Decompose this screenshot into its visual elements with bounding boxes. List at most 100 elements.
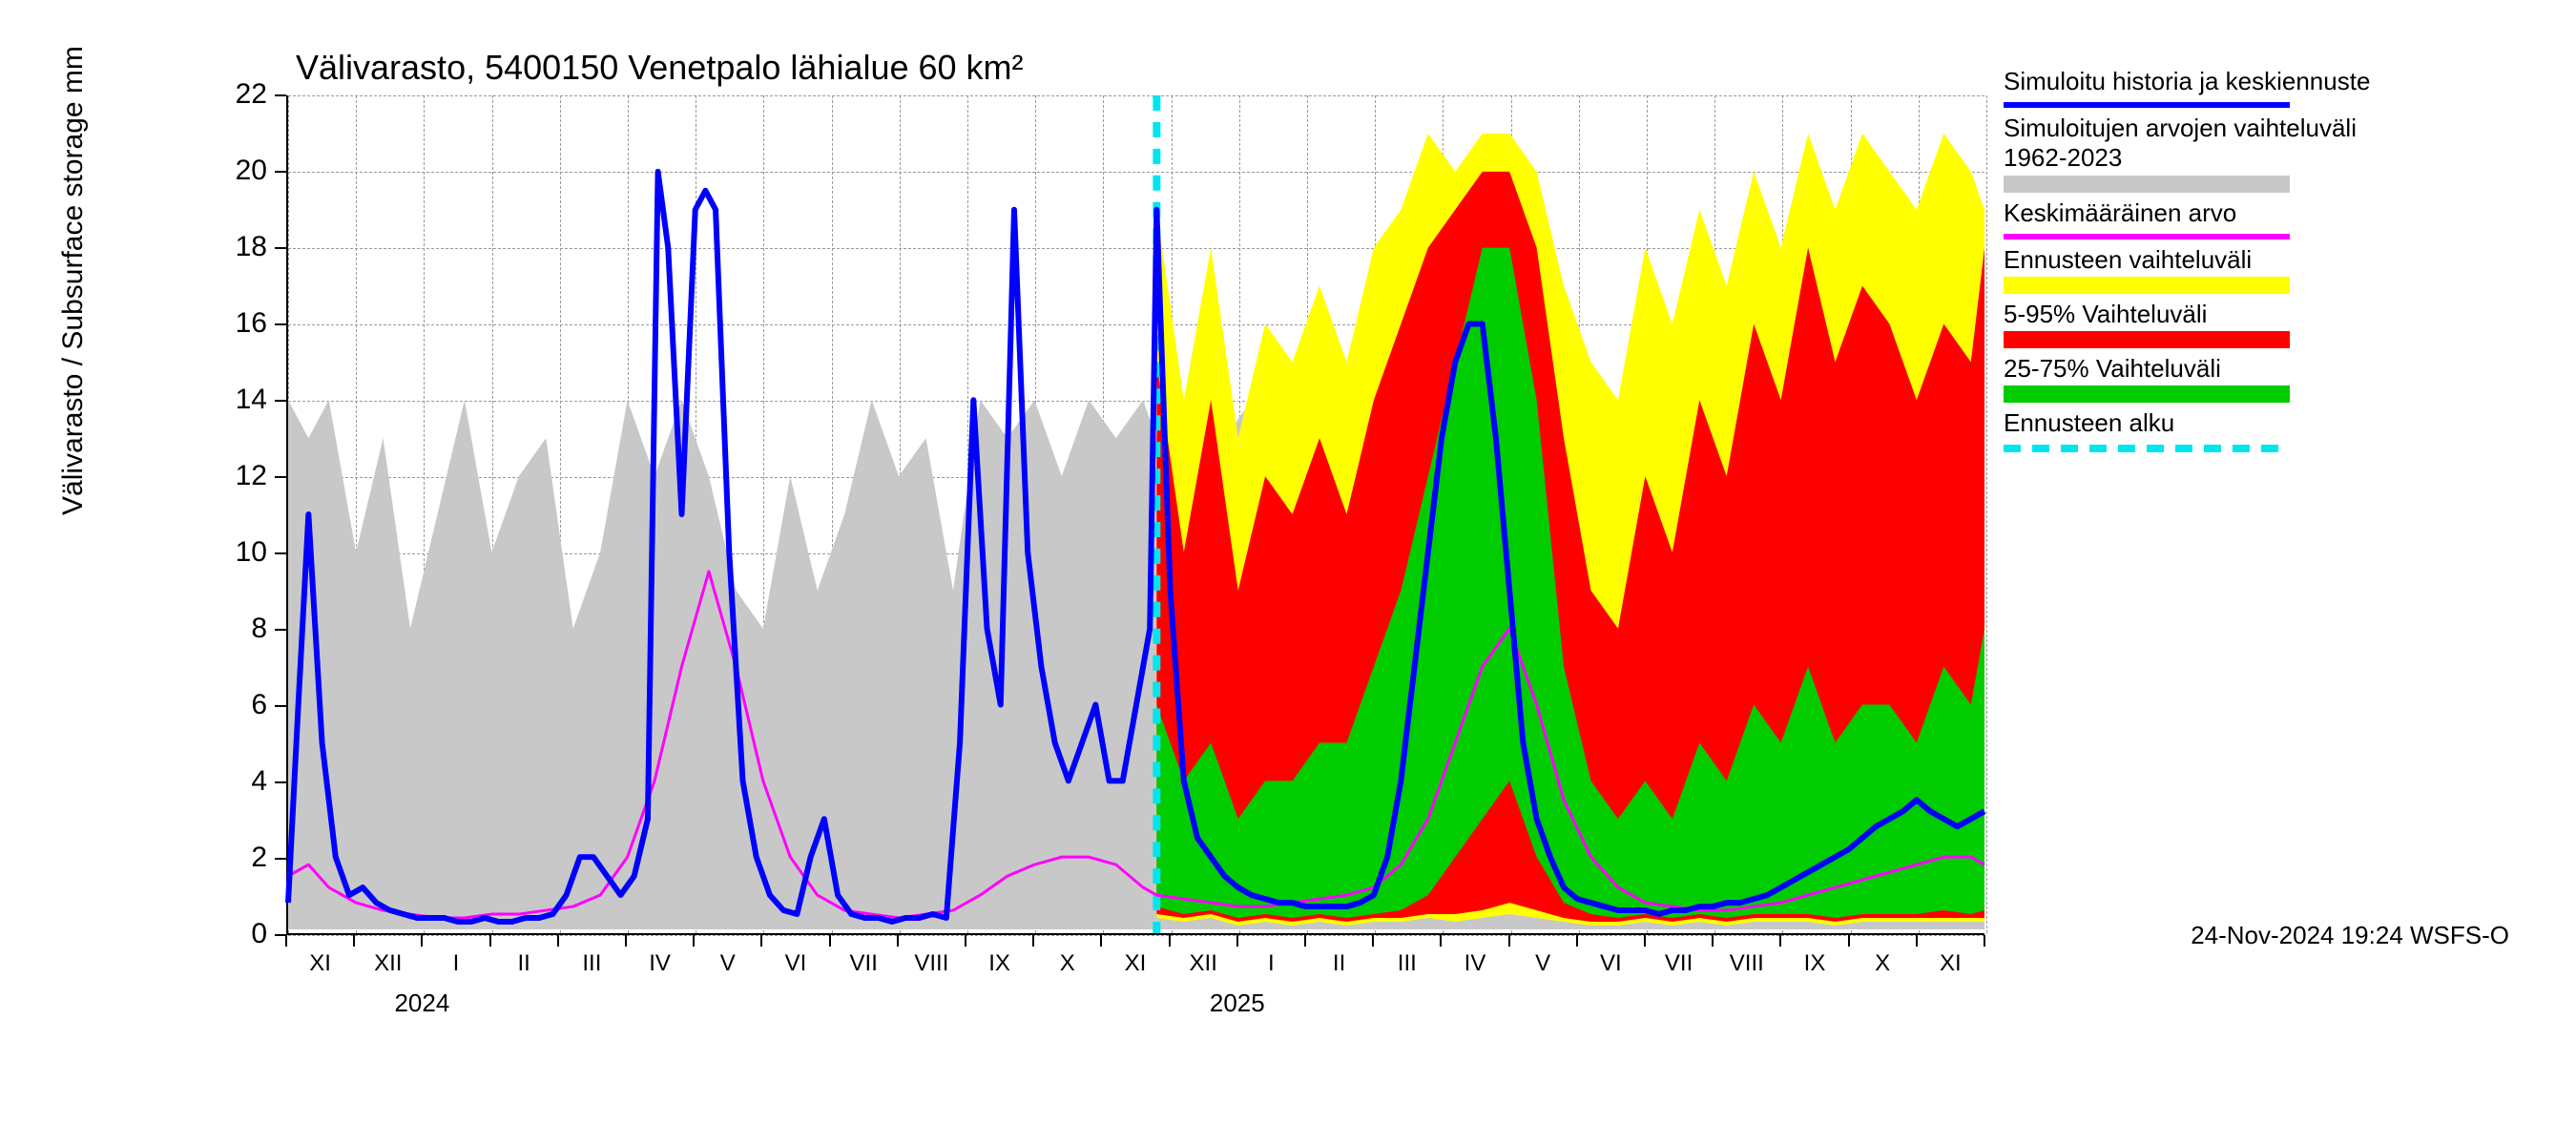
- x-tick: [1848, 935, 1850, 947]
- legend-item-forecast_start: Ennusteen alku: [2004, 408, 2423, 451]
- x-tick: [693, 935, 695, 947]
- legend-label: 5-95% Vaihteluväli: [2004, 300, 2423, 329]
- y-tick-label: 8: [210, 613, 267, 645]
- legend-item-simulated: Simuloitu historia ja keskiennuste: [2004, 67, 2423, 108]
- y-tick-label: 10: [210, 536, 267, 569]
- legend-label: Ennusteen vaihteluväli: [2004, 245, 2423, 275]
- legend-item-p25_75: 25-75% Vaihteluväli: [2004, 354, 2423, 403]
- x-tick: [1304, 935, 1306, 947]
- legend-swatch: [2004, 331, 2290, 348]
- plot-area: [286, 95, 1984, 935]
- x-tick: [829, 935, 831, 947]
- legend-item-p5_95: 5-95% Vaihteluväli: [2004, 300, 2423, 348]
- x-tick-label: IV: [649, 950, 671, 977]
- x-tick: [1712, 935, 1714, 947]
- y-tick: [275, 629, 286, 631]
- x-tick-label: XI: [1125, 950, 1147, 977]
- y-tick: [275, 94, 286, 96]
- x-tick-label: XI: [309, 950, 331, 977]
- y-axis-label: Välivarasto / Subsurface storage mm: [57, 46, 90, 515]
- y-tick: [275, 476, 286, 478]
- x-tick: [760, 935, 762, 947]
- legend-label: 25-75% Vaihteluväli: [2004, 354, 2423, 384]
- gridline-v: [1986, 95, 1987, 933]
- legend-item-mean: Keskimääräinen arvo: [2004, 198, 2423, 239]
- y-tick-label: 20: [210, 155, 267, 187]
- x-year-label: 2024: [394, 989, 449, 1018]
- y-tick-label: 18: [210, 231, 267, 263]
- x-tick: [965, 935, 966, 947]
- x-tick: [1508, 935, 1510, 947]
- x-tick: [897, 935, 899, 947]
- legend-label: Simuloitujen arvojen vaihteluväli 1962-2…: [2004, 114, 2423, 173]
- y-tick-label: 14: [210, 384, 267, 416]
- x-tick-label: X: [1060, 950, 1075, 977]
- legend-swatch: [2004, 385, 2290, 403]
- x-tick: [1169, 935, 1171, 947]
- footer-timestamp: 24-Nov-2024 19:24 WSFS-O: [2191, 921, 2509, 950]
- x-tick: [1032, 935, 1034, 947]
- chart-container: Välivarasto, 5400150 Venetpalo lähialue …: [95, 29, 2538, 1126]
- x-tick: [489, 935, 491, 947]
- x-tick-label: VIII: [914, 950, 948, 977]
- legend-item-forecast_range: Ennusteen vaihteluväli: [2004, 245, 2423, 294]
- y-tick-label: 2: [210, 842, 267, 874]
- y-tick-label: 22: [210, 78, 267, 111]
- data-layer: [288, 95, 1984, 933]
- x-tick: [1236, 935, 1238, 947]
- y-tick: [275, 781, 286, 783]
- x-tick-label: II: [518, 950, 530, 977]
- y-tick: [275, 858, 286, 860]
- x-tick: [1100, 935, 1102, 947]
- x-tick-label: XI: [1940, 950, 1962, 977]
- x-tick: [1984, 935, 1985, 947]
- y-tick-label: 6: [210, 689, 267, 721]
- x-tick: [285, 935, 287, 947]
- chart-title: Välivarasto, 5400150 Venetpalo lähialue …: [296, 48, 1024, 88]
- x-tick: [1916, 935, 1918, 947]
- legend-label: Simuloitu historia ja keskiennuste: [2004, 67, 2423, 96]
- legend-swatch: [2004, 176, 2290, 193]
- legend-swatch: [2004, 234, 2290, 239]
- legend-swatch: [2004, 102, 2290, 108]
- y-tick: [275, 705, 286, 707]
- legend-swatch: [2004, 445, 2290, 452]
- x-tick-label: III: [582, 950, 601, 977]
- x-tick-label: IX: [988, 950, 1010, 977]
- y-tick: [275, 323, 286, 325]
- x-tick-label: V: [1535, 950, 1550, 977]
- x-tick: [1440, 935, 1442, 947]
- legend-swatch: [2004, 277, 2290, 294]
- x-tick-label: I: [1268, 950, 1275, 977]
- y-tick-label: 0: [210, 918, 267, 950]
- x-tick: [1644, 935, 1646, 947]
- y-tick: [275, 171, 286, 173]
- x-tick-label: IX: [1804, 950, 1826, 977]
- x-tick-label: IV: [1465, 950, 1486, 977]
- y-tick-label: 16: [210, 307, 267, 340]
- legend: Simuloitu historia ja keskiennuste Simulo…: [2004, 67, 2423, 458]
- x-tick-label: II: [1333, 950, 1345, 977]
- y-tick: [275, 247, 286, 249]
- y-tick: [275, 552, 286, 554]
- x-tick: [557, 935, 559, 947]
- x-tick-label: X: [1875, 950, 1890, 977]
- x-tick-label: VIII: [1730, 950, 1764, 977]
- x-tick-label: I: [453, 950, 460, 977]
- x-tick-label: VI: [785, 950, 807, 977]
- legend-item-historic_range: Simuloitujen arvojen vaihteluväli 1962-2…: [2004, 114, 2423, 192]
- x-tick-label: VI: [1600, 950, 1622, 977]
- y-tick-label: 12: [210, 460, 267, 492]
- x-tick-label: VII: [1665, 950, 1693, 977]
- gridline-h: [288, 935, 1984, 936]
- x-tick: [1372, 935, 1374, 947]
- x-tick: [353, 935, 355, 947]
- x-tick: [1779, 935, 1781, 947]
- x-tick-label: III: [1398, 950, 1417, 977]
- x-tick: [421, 935, 423, 947]
- legend-label: Keskimääräinen arvo: [2004, 198, 2423, 228]
- x-tick-label: V: [720, 950, 736, 977]
- y-tick-label: 4: [210, 765, 267, 798]
- y-tick: [275, 400, 286, 402]
- x-tick: [625, 935, 627, 947]
